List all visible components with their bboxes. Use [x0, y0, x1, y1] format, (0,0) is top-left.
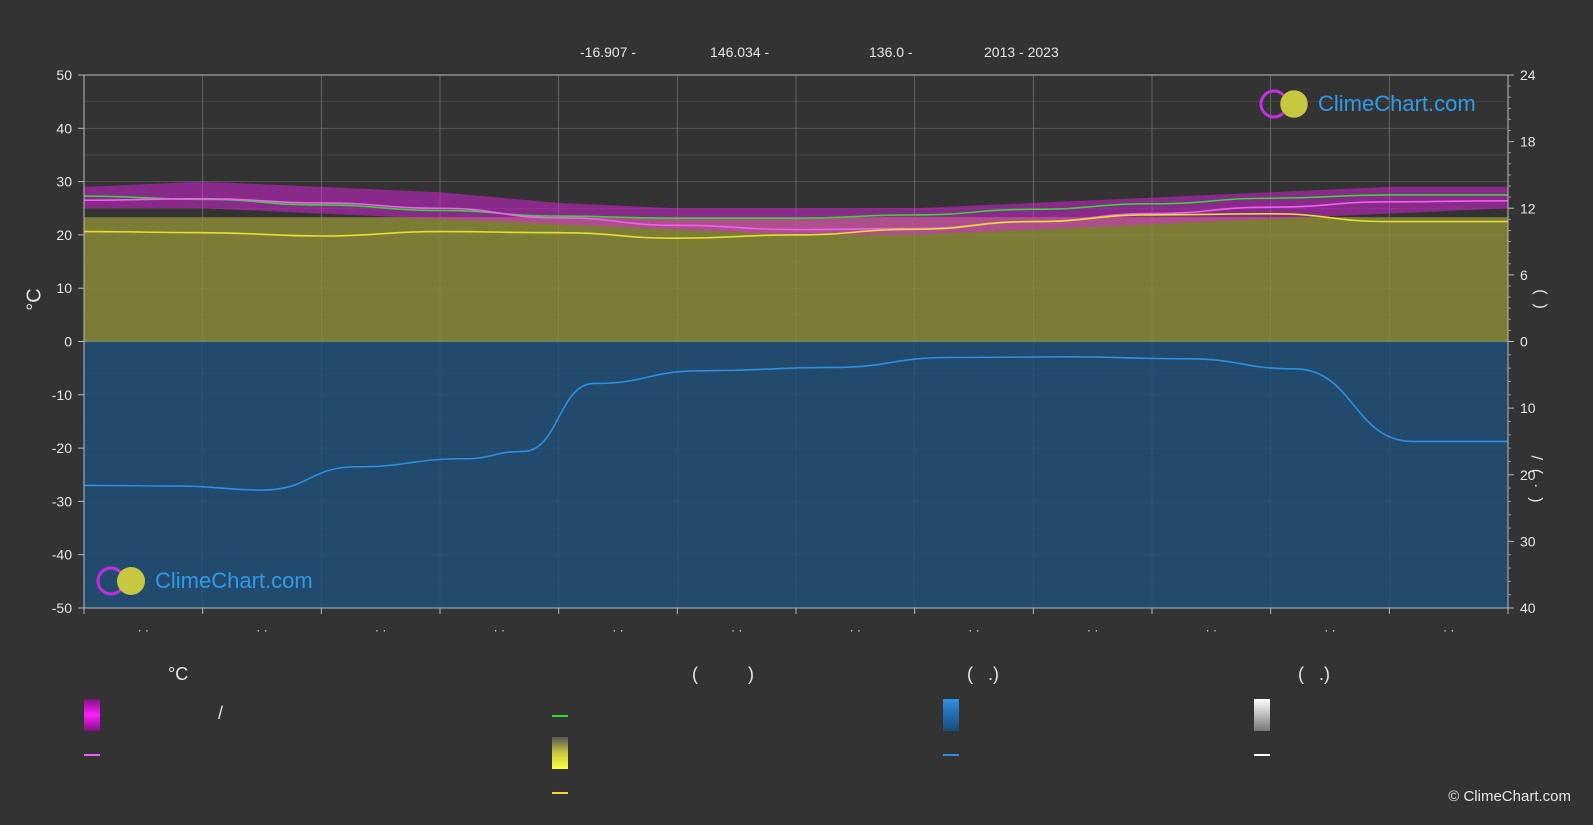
month-label: · · [850, 623, 861, 637]
left-tick-label: -50 [52, 600, 72, 616]
legend-rain-swatch [943, 699, 959, 731]
right-axis-bottom-title: / ( · ) [1527, 455, 1545, 503]
right-bottom-tick-label: 10 [1520, 400, 1536, 416]
left-tick-label: 10 [56, 280, 72, 296]
years-label: 2013 - 2023 [984, 44, 1059, 60]
month-label: · · [1324, 623, 1335, 637]
right-axis-top-title: ( ) [1531, 289, 1549, 309]
month-label: · · [375, 623, 386, 637]
legend-sunshine-line-swatch [552, 792, 568, 794]
legend-temperature-header: °C [168, 664, 189, 684]
right-bottom-tick-label: 40 [1520, 600, 1536, 616]
logo-top: ClimeChart.com [1258, 88, 1476, 120]
series-line-mean_temp [83, 197, 1509, 231]
month-label: · · [968, 623, 979, 637]
legend-daylight-swatch [552, 715, 568, 717]
month-label: · · [1443, 623, 1454, 637]
legend-sunshine-header: ( ) [692, 664, 754, 684]
right-bottom-tick-label: 20 [1520, 467, 1536, 483]
right-bottom-tick-label: 30 [1520, 533, 1536, 549]
month-label: · · [494, 623, 505, 637]
left-tick-label: 30 [56, 174, 72, 190]
month-label: · · [256, 623, 267, 637]
right-top-tick-label: 6 [1520, 267, 1528, 283]
axes: 50 40 30 20 10 0 -10 -20 -30 -40 -50 24 18 12 6 0 10 20 30… [52, 67, 1536, 637]
legend-snow-line-swatch [1254, 754, 1270, 756]
longitude-label: 146.034 - [710, 44, 770, 60]
bands [84, 181, 1508, 608]
month-label: · · [1087, 623, 1098, 637]
left-tick-label: 50 [56, 67, 72, 83]
legend-snow-swatch [1254, 699, 1270, 731]
left-tick-label: 40 [56, 120, 72, 136]
right-top-tick-label: 24 [1520, 67, 1536, 83]
series-line-sunshine [83, 213, 1508, 240]
right-top-tick-label: 18 [1520, 134, 1536, 150]
series-line-rain_daily [83, 356, 1508, 491]
legend-temp-range-swatch [84, 699, 100, 731]
rain-fill [84, 341, 1508, 608]
left-tick-label: -40 [52, 547, 72, 563]
month-label: · · [612, 623, 623, 637]
latitude-label: -16.907 - [580, 44, 637, 60]
left-tick-label: 20 [56, 227, 72, 243]
copyright: © ClimeChart.com [1448, 788, 1571, 805]
series-lines [83, 194, 1509, 491]
left-axis-title: °C [23, 288, 46, 311]
legend-temp-range-label: / [218, 703, 224, 723]
logo-text: ClimeChart.com [155, 568, 313, 593]
right-top-tick-label: 12 [1520, 200, 1536, 216]
legend-rain-header: ( .) [967, 664, 999, 684]
legend-snow-header: ( .) [1298, 664, 1330, 684]
legend-sunshine-swatch [552, 737, 568, 769]
climechart-logo-icon [96, 566, 145, 596]
month-label: · · [1206, 623, 1217, 637]
series-line-daylight [83, 194, 1508, 220]
legend-mean-temp-swatch [84, 754, 100, 756]
logo-text: ClimeChart.com [1318, 91, 1476, 116]
month-label: · · [731, 623, 742, 637]
climechart-logo-icon [1259, 89, 1309, 119]
temp-range-band [84, 181, 1508, 235]
month-label: · · [138, 623, 149, 637]
left-tick-label: 0 [64, 334, 72, 350]
right-top-tick-label: 0 [1520, 334, 1528, 350]
logo-bottom: ClimeChart.com [95, 565, 313, 597]
legend-rain-line-swatch [943, 754, 959, 756]
left-tick-label: -20 [52, 440, 72, 456]
elevation-label: 136.0 - [869, 44, 913, 60]
left-tick-label: -30 [52, 493, 72, 509]
sunshine-fill [84, 217, 1508, 342]
left-tick-label: -10 [52, 387, 72, 403]
